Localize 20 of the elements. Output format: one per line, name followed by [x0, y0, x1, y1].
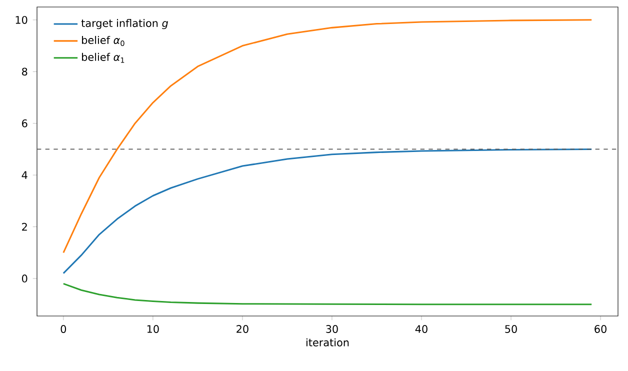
line-series — [62, 19, 592, 254]
x-tick-label: 50 — [505, 325, 517, 333]
x-tick-label: 30 — [326, 325, 338, 333]
y-tick-label: 6 — [22, 119, 28, 128]
line-series — [62, 282, 592, 306]
x-tick-label: 10 — [147, 325, 159, 333]
y-tick-label: 8 — [22, 68, 28, 76]
x-axis-title: iteration — [306, 338, 349, 346]
x-tick-label: 60 — [594, 325, 606, 333]
x-tick-label: 0 — [60, 325, 66, 333]
x-tick-label: 20 — [236, 325, 248, 333]
y-tick-label: 2 — [22, 222, 27, 231]
legend-label: belief α$_{0}$ — [82, 36, 124, 46]
y-tick-label: 10 — [16, 16, 28, 24]
legend-label: belief α$_{1}$ — [82, 52, 124, 63]
legend-label: target inflation g — [81, 19, 168, 30]
y-tick-label: 4 — [22, 171, 28, 179]
line-series — [62, 148, 592, 274]
x-tick-label: 40 — [415, 325, 428, 333]
y-tick-label: 0 — [22, 274, 28, 282]
